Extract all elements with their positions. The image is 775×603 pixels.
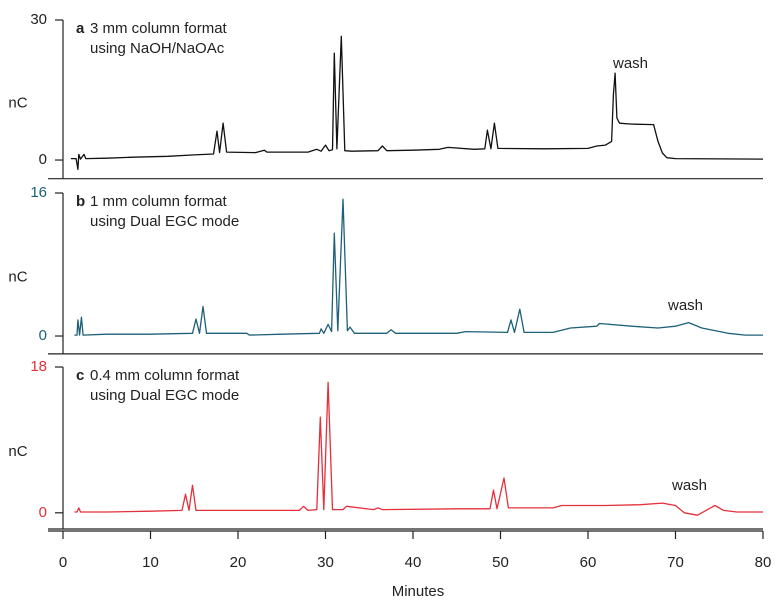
annotation: wash (671, 477, 707, 494)
y-tick-label: 18 (30, 358, 47, 375)
x-tick-label: 20 (230, 554, 247, 571)
x-tick-label: 50 (492, 554, 509, 571)
annotation: wash (612, 55, 648, 72)
x-tick-label: 70 (667, 554, 684, 571)
panel-letter: c (76, 367, 84, 384)
panel-title: 1 mm column format (90, 193, 228, 210)
trace (70, 35, 764, 171)
y-axis-label: nC (8, 268, 27, 285)
panel-title: 3 mm column format (90, 20, 228, 37)
y-tick-label: 30 (30, 11, 47, 28)
trace (74, 198, 763, 336)
panel-title: using Dual EGC mode (90, 387, 239, 404)
annotation: wash (667, 297, 703, 314)
x-tick-label: 0 (59, 554, 67, 571)
panel-title: 0.4 mm column format (90, 367, 240, 384)
y-axis-label: nC (8, 443, 27, 460)
panel-letter: b (76, 193, 85, 210)
y-tick-label: 0 (39, 151, 47, 168)
x-tick-label: 60 (580, 554, 597, 571)
y-axis-label: nC (8, 94, 27, 111)
trace (74, 381, 763, 516)
x-tick-label: 10 (142, 554, 159, 571)
x-tick-label: 30 (317, 554, 334, 571)
y-tick-label: 0 (39, 327, 47, 344)
x-tick-label: 80 (755, 554, 772, 571)
x-axis-label: Minutes (392, 583, 445, 600)
y-tick-label: 16 (30, 184, 47, 201)
x-tick-label: 40 (405, 554, 422, 571)
panel-letter: a (76, 20, 85, 37)
panel-title: using NaOH/NaOAc (90, 40, 225, 57)
y-tick-label: 0 (39, 504, 47, 521)
panel-title: using Dual EGC mode (90, 213, 239, 230)
